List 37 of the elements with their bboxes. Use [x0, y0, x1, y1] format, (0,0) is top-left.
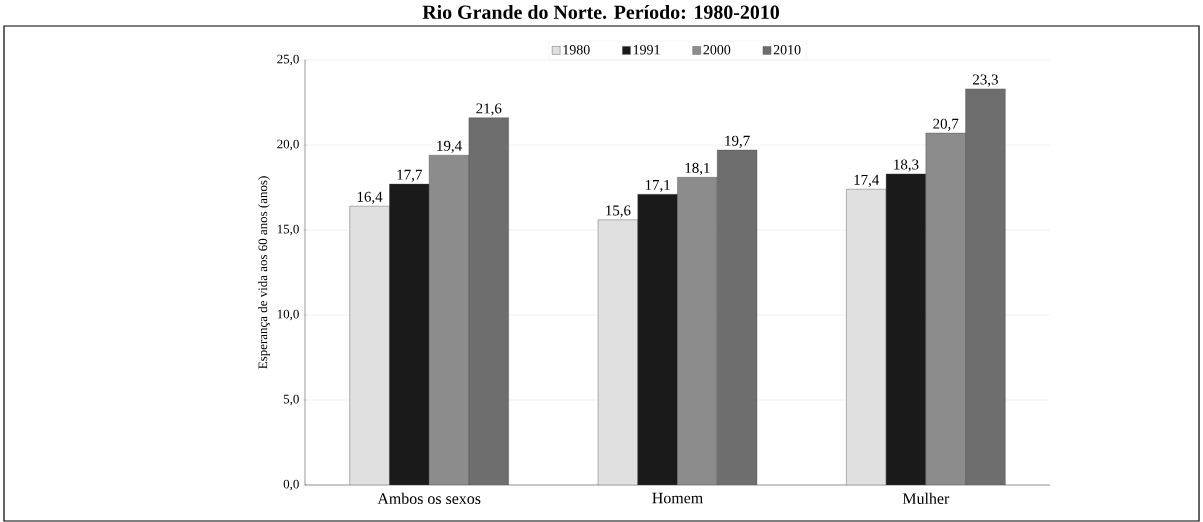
- bar: [389, 183, 430, 485]
- data-label: 17,4: [854, 174, 880, 187]
- data-label: 18,1: [685, 162, 710, 176]
- bar: [677, 177, 718, 485]
- data-label: 19,4: [437, 140, 462, 153]
- y-tick-label: 5,0: [283, 394, 299, 406]
- bar: [925, 132, 966, 485]
- data-label: 23,3: [973, 74, 998, 87]
- data-label: 15,6: [606, 205, 631, 218]
- data-label: 18,3: [894, 159, 919, 172]
- bar: [428, 155, 470, 485]
- bar: [965, 88, 1006, 485]
- y-tick-label: 20,0: [277, 139, 299, 151]
- data-label: 16,4: [357, 191, 383, 204]
- data-label: 17,7: [397, 169, 422, 182]
- legend-label: 2010: [773, 45, 801, 55]
- legend-label: 1991: [633, 45, 660, 55]
- legend-label: 2000: [703, 45, 731, 55]
- data-label: 17,1: [645, 179, 670, 193]
- y-tick-label: 15,0: [277, 224, 299, 236]
- data-label: 21,6: [476, 103, 502, 116]
- y-tick-label: 25,0: [277, 54, 299, 66]
- data-label: 19,7: [725, 135, 750, 148]
- x-tick-label: Ambos os sexos: [377, 492, 481, 504]
- bar: [885, 173, 927, 485]
- data-label: 20,7: [933, 118, 959, 131]
- x-tick-label: Homem: [652, 492, 703, 504]
- bar: [637, 194, 678, 485]
- legend-label: 1980: [563, 45, 590, 55]
- y-axis-title: Esperança de vida aos 60 anos (anos): [258, 176, 270, 369]
- bar: [717, 149, 758, 485]
- y-tick-label: 0,0: [283, 479, 299, 491]
- bar: [468, 117, 509, 485]
- y-tick-label: 10,0: [277, 309, 299, 321]
- x-tick-label: Mulher: [902, 492, 950, 504]
- bar: [597, 219, 638, 485]
- chart-title: Rio Grande do Norte. Período: 1980-2010: [422, 4, 779, 20]
